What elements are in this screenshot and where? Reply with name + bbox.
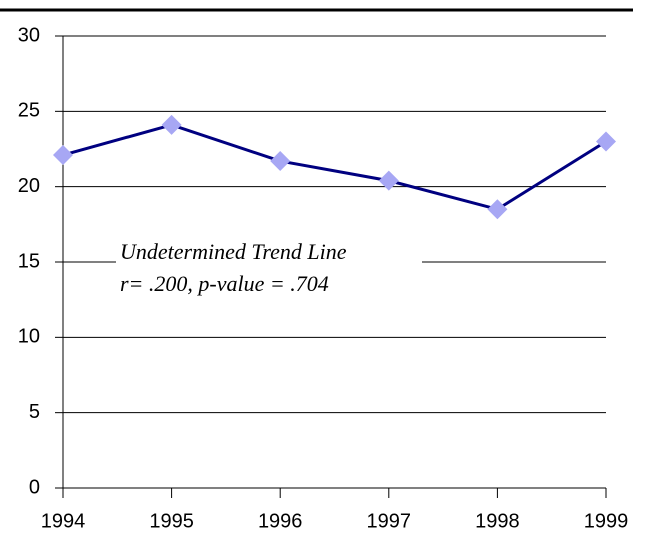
- y-tick-label: 25: [18, 100, 40, 122]
- marker: [596, 131, 616, 152]
- marker: [487, 199, 508, 220]
- x-tick-label: 1997: [367, 510, 412, 532]
- y-tick-label: 15: [18, 250, 40, 272]
- y-tick-label: 20: [18, 175, 40, 197]
- y-tick-label: 30: [18, 24, 40, 46]
- x-tick-label: 1996: [258, 510, 303, 532]
- marker: [161, 114, 182, 135]
- marker: [53, 145, 73, 166]
- annotation: r= .200, p-value = .704: [120, 271, 329, 296]
- marker: [270, 151, 291, 172]
- y-tick-label: 5: [29, 401, 40, 423]
- x-tick-label: 1995: [149, 510, 194, 532]
- y-tick-label: 0: [29, 476, 40, 498]
- annotation-background: [116, 236, 422, 300]
- x-tick-label: 1999: [584, 510, 629, 532]
- series-line: [62, 123, 607, 211]
- y-tick-label: 10: [18, 326, 40, 348]
- marker: [378, 170, 399, 191]
- x-tick-label: 1994: [41, 510, 86, 532]
- x-tick-label: 1998: [475, 510, 520, 532]
- annotation: Undetermined Trend Line: [120, 239, 347, 264]
